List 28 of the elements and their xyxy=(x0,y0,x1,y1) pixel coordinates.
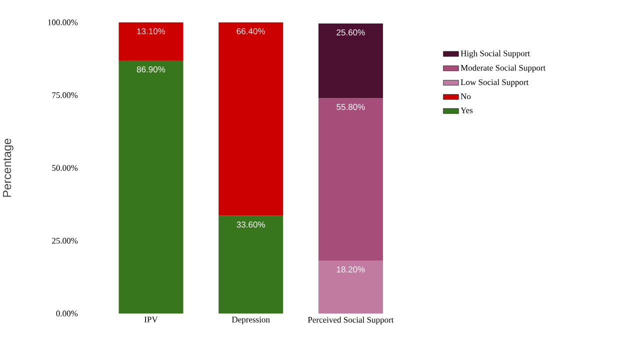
legend-label: Moderate Social Support xyxy=(460,64,546,72)
y-tick-label: 0.00% xyxy=(56,310,78,316)
data-label: 66.40% xyxy=(236,28,265,34)
data-label: 55.80% xyxy=(336,104,365,110)
legend-label: Low Social Support xyxy=(460,79,529,87)
x-tick-label: Depression xyxy=(232,316,270,324)
bar xyxy=(118,60,184,314)
bar xyxy=(318,260,383,314)
data-label: 25.60% xyxy=(336,29,365,36)
legend-label: Yes xyxy=(460,108,473,114)
data-label: 86.90% xyxy=(136,66,166,72)
y-axis-title: Percentage xyxy=(2,138,14,197)
bar xyxy=(118,22,184,61)
bar xyxy=(218,216,284,314)
bar xyxy=(218,22,284,216)
legend-label: No xyxy=(460,94,471,100)
x-tick-label: IPV xyxy=(144,316,158,322)
data-label: 33.60% xyxy=(236,222,265,228)
y-tick-label: 50.00% xyxy=(52,165,78,171)
bar xyxy=(318,24,383,98)
y-tick-label: 100.00% xyxy=(48,20,78,26)
data-label: 18.20% xyxy=(336,266,365,272)
data-label: 13.10% xyxy=(137,28,166,34)
legend-label: High Social Support xyxy=(460,50,530,58)
x-tick-label: Perceived Social Support xyxy=(308,316,394,324)
y-tick-label: 75.00% xyxy=(52,92,78,98)
bar xyxy=(318,98,383,261)
y-tick-label: 25.00% xyxy=(52,238,78,244)
